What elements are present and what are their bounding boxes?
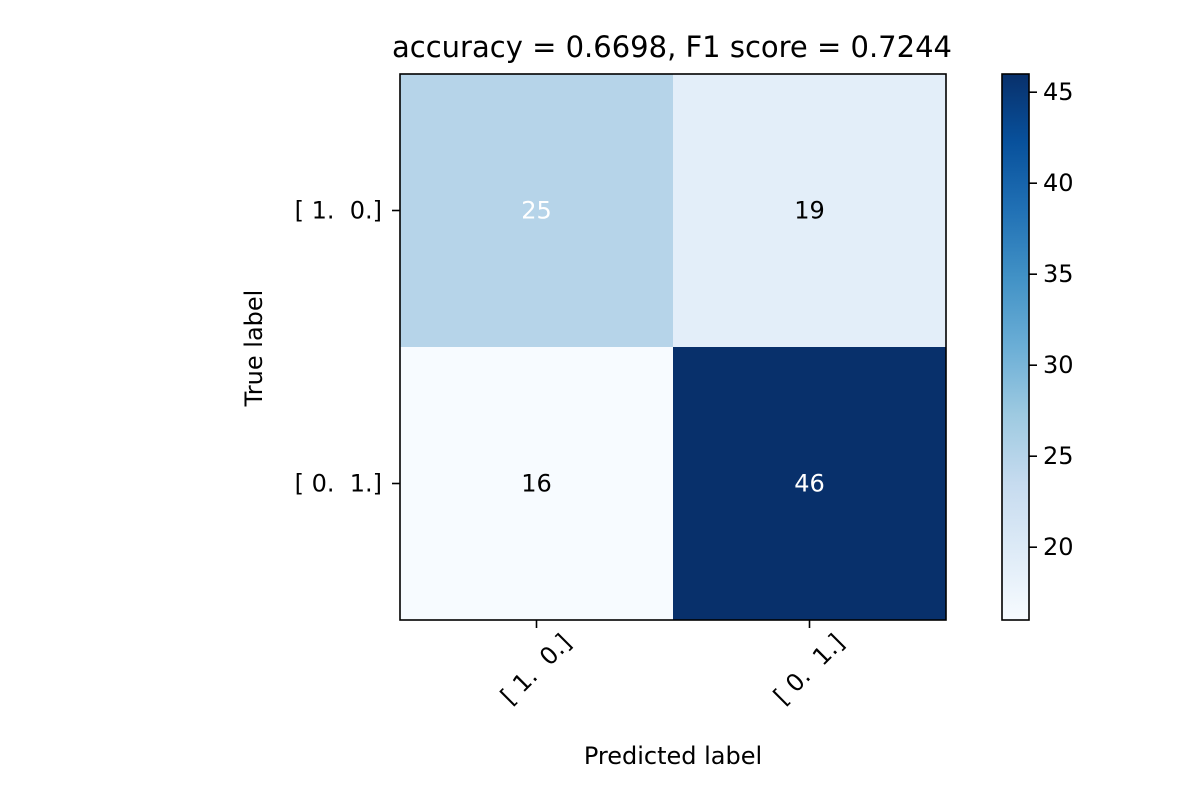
heatmap-cell [673,347,946,620]
cell-value-label: 19 [794,197,825,225]
y-tick-label: [ 0. 1.] [295,470,382,498]
colorbar [1001,73,1030,621]
colorbar-tick-label: 30 [1043,351,1074,379]
colorbar-tick-label: 25 [1043,442,1074,470]
chart-title: accuracy = 0.6698, F1 score = 0.7244 [392,30,952,64]
colorbar-tick-label: 20 [1043,533,1074,561]
colorbar-tick-label: 35 [1043,260,1074,288]
cell-value-label: 16 [521,470,552,498]
colorbar-ticks: 20 25 30 35 40 45 [1029,78,1074,561]
y-axis-label: True label [240,290,268,408]
colorbar-tick-label: 40 [1043,169,1074,197]
heatmap-cell [673,74,946,347]
y-tick-label: [ 1. 0.] [295,197,382,225]
heatmap-cell [400,74,673,347]
colorbar-tick-label: 45 [1043,78,1074,106]
x-axis-label: Predicted label [584,742,762,770]
heatmap-cells: 25 19 16 46 [400,74,946,620]
plot-frame [399,73,947,621]
y-axis-ticks: [ 1. 0.] [ 0. 1.] [295,197,400,498]
cell-value-label: 25 [521,197,552,225]
cell-value-label: 46 [794,470,825,498]
heatmap-cell [400,347,673,620]
